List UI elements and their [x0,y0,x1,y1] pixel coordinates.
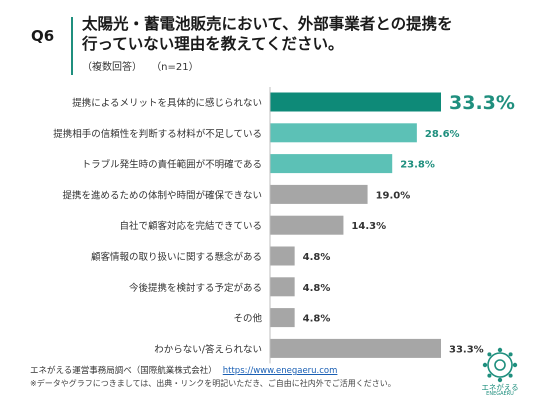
bar [270,308,295,328]
chart-title: 太陽光・蓄電池販売において、外部事業者との提携を 行っていない理由を教えてくださ… [82,15,453,53]
multi-answer-note: （複数回答） [82,62,142,73]
value-label: 28.6% [425,129,460,140]
logo-name: エネがえる [481,383,519,392]
source-link[interactable]: https://www.enegaeru.com [222,366,338,376]
value-label: 19.0% [376,190,411,201]
value-label: 23.8% [400,160,435,171]
bar [270,123,417,143]
bar [270,154,393,174]
value-label: 4.8% [303,283,331,294]
enegaeru-emblem-icon [482,347,518,383]
value-label: 4.8% [303,314,331,325]
value-label: 33.3% [449,344,484,355]
bar [270,215,344,235]
category-label: 自社で顧客対応を完結できている [119,220,262,232]
category-label: 今後提携を検討する予定がある [129,282,262,294]
category-label: 提携によるメリットを具体的に感じられない [72,97,262,109]
usage-note: ※データやグラフにつきましては、出典・リンクを明記いただき、ご自由に社内外でご活… [30,379,396,388]
title-divider [71,17,73,75]
bar [270,277,295,297]
logo-subtext: ENEGAERU [486,391,514,397]
category-label: 提携を進めるための体制や時間が確保できない [62,189,262,201]
category-label: わからない/答えられない [154,343,262,355]
chart-subtitle: （複数回答） （n=21） [82,58,205,73]
sample-size: （n=21） [151,62,199,73]
category-label: トラブル発生時の責任範囲が不明確である [82,159,262,171]
source-line: エネがえる運営事務局調べ（国際航業株式会社） https://www.enegae… [30,364,337,376]
value-label: 14.3% [351,221,386,232]
category-label: 顧客情報の取り扱いに関する懸念がある [91,251,262,263]
bar [270,92,441,112]
question-number: Q6 [31,27,55,45]
value-label: 4.8% [303,252,331,263]
source-text: エネがえる運営事務局調べ（国際航業株式会社） [30,366,217,376]
category-label: その他 [233,313,262,325]
category-label: 提携相手の信頼性を判断する材料が不足している [53,128,262,140]
bar [270,246,295,266]
bar [270,184,368,204]
value-label: 33.3% [449,92,515,114]
bar [270,338,441,358]
